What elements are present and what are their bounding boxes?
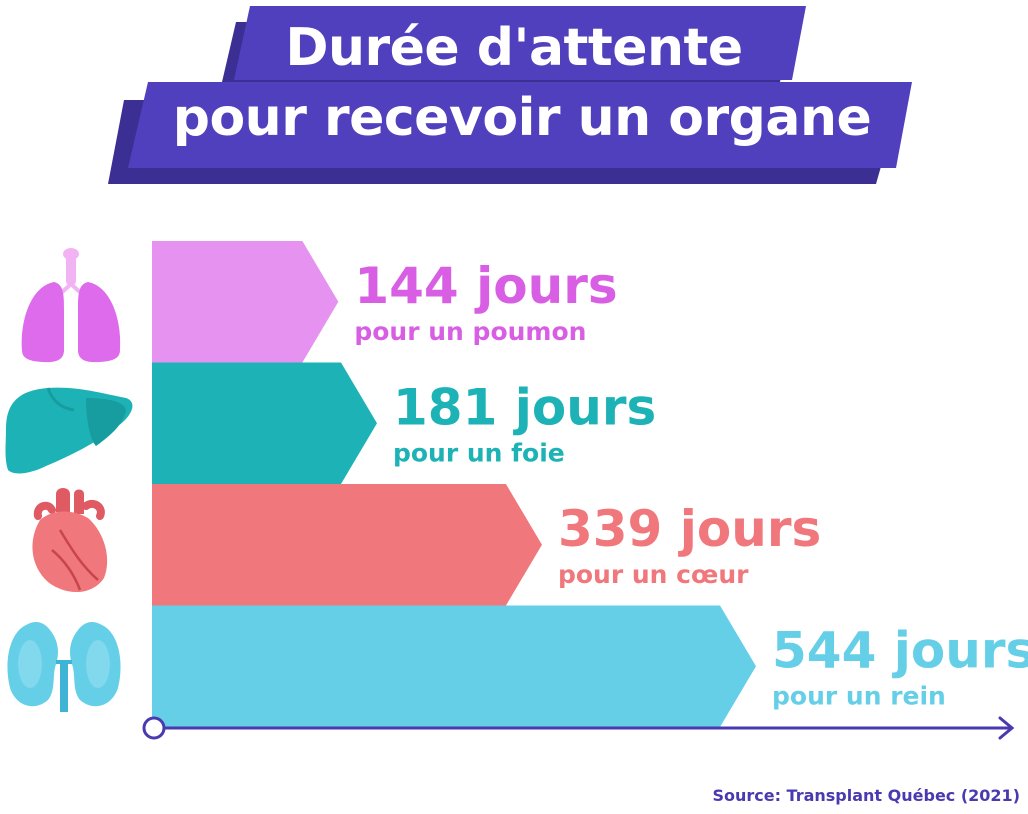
bar-category-label-1: pour un poumon xyxy=(354,317,586,346)
bar-category-label-3: pour un cœur xyxy=(558,560,749,589)
bar-category-label-4: pour un rein xyxy=(772,682,946,711)
x-axis-arrowhead xyxy=(998,716,1015,740)
heart-icon xyxy=(32,488,108,593)
banner-top xyxy=(234,6,806,80)
source-note: Source: Transplant Québec (2021) xyxy=(712,786,1020,805)
bar-value-label-1: 144 jours xyxy=(354,257,617,315)
liver-icon xyxy=(5,387,133,474)
title-banner xyxy=(108,6,912,184)
bar-value-label-3: 339 jours xyxy=(558,500,821,558)
banner-bottom xyxy=(128,82,912,168)
bar-value-label-4: 544 jours xyxy=(772,622,1028,680)
bar-category-label-2: pour un foie xyxy=(393,439,565,468)
x-axis-origin-marker xyxy=(142,716,166,740)
bar-3 xyxy=(152,484,542,606)
kidneys-icon xyxy=(7,622,121,712)
lungs-icon xyxy=(21,248,121,363)
chart-title-line-1: Durée d'attente xyxy=(285,18,743,78)
chart-title-line-2: pour recevoir un organe xyxy=(172,88,872,148)
bar-1 xyxy=(152,241,339,363)
bar-value-label-2: 181 jours xyxy=(393,379,656,437)
bar-4 xyxy=(152,605,756,727)
bar-2 xyxy=(152,362,377,484)
